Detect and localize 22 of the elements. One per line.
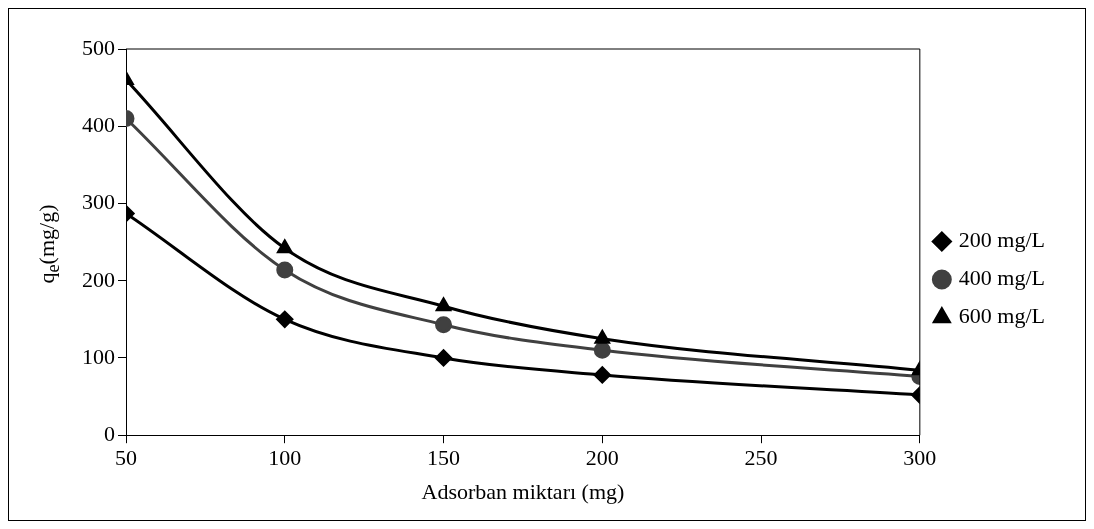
y-tick-label: 200 xyxy=(82,266,115,292)
y-tick-label: 0 xyxy=(104,420,115,446)
y-tick-label: 400 xyxy=(82,112,115,138)
x-tick-label: 300 xyxy=(903,445,937,471)
point xyxy=(593,366,611,384)
point xyxy=(593,341,611,359)
x-axis-title: Adsorban miktarı (mg) xyxy=(421,478,625,504)
point xyxy=(435,297,452,312)
point xyxy=(594,330,610,344)
x-tick-label: 200 xyxy=(585,445,619,471)
x-tick-label: 100 xyxy=(268,445,302,471)
y-tick-label: 300 xyxy=(82,189,115,215)
point xyxy=(435,316,453,334)
legend-label: 600 mg/L xyxy=(958,303,1046,329)
y-tick-label: 500 xyxy=(82,34,115,60)
y-tick-label: 100 xyxy=(82,343,115,369)
point xyxy=(435,349,453,367)
x-tick-label: 50 xyxy=(115,445,137,471)
legend-label: 200 mg/L xyxy=(958,227,1046,253)
legend-label: 400 mg/L xyxy=(958,265,1046,291)
x-tick-label: 250 xyxy=(744,445,778,471)
x-tick-label: 150 xyxy=(427,445,461,471)
